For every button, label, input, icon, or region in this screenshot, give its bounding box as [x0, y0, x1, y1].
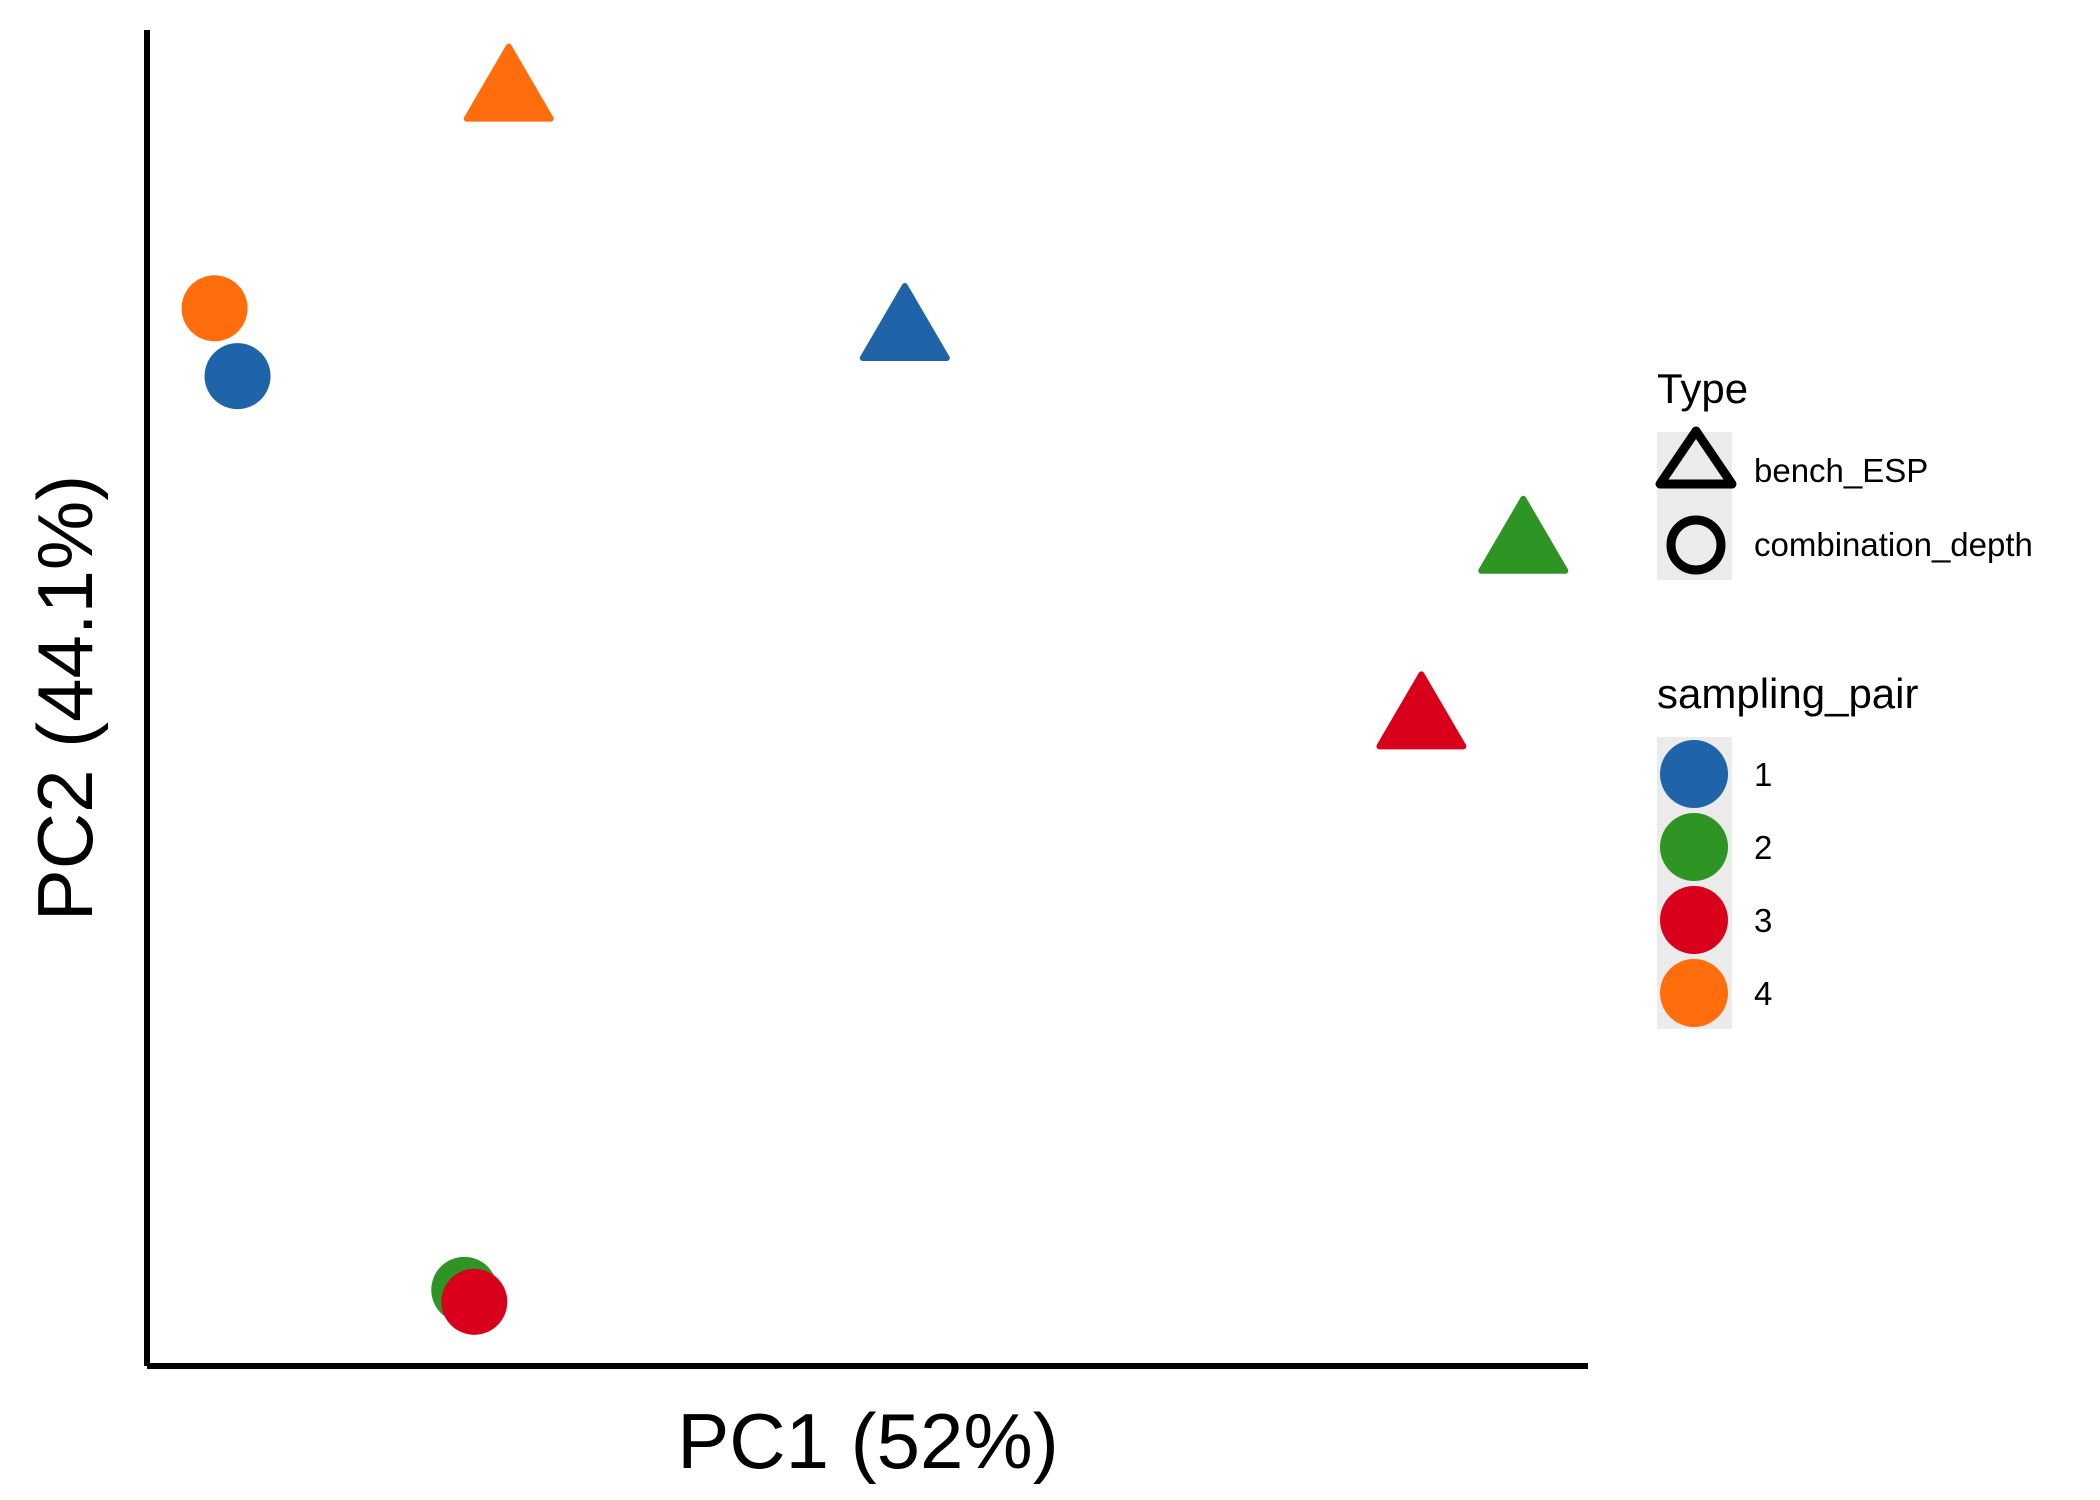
legend-sampling-pair-label-4: 4 [1754, 975, 1772, 1012]
data-point-combination-depth-pair-4 [181, 275, 248, 342]
legend-type-key-1 [1655, 426, 1737, 489]
x-axis-title: PC1 (52%) [677, 1397, 1058, 1485]
legend-swatch-2 [1660, 813, 1728, 881]
legend-sampling-pair-title: sampling_pair [1657, 670, 1918, 717]
data-point-bench-ESP-pair-1 [859, 283, 950, 361]
legend-type-key-2 [1666, 515, 1726, 575]
legend-sampling-pair: sampling_pair 1 2 3 4 [1657, 670, 1918, 1029]
data-point-combination-depth-pair-3 [441, 1268, 508, 1335]
legend-swatch-3 [1660, 886, 1728, 954]
circle-icon [1666, 515, 1726, 575]
legend-sampling-pair-label-2: 2 [1754, 829, 1772, 866]
points-layer [181, 43, 1569, 1335]
legend-type-label-1: bench_ESP [1754, 452, 1928, 489]
legend-type-title: Type [1657, 365, 1748, 412]
data-point-combination-depth-pair-1 [204, 343, 271, 410]
data-point-bench-ESP-pair-2 [1478, 495, 1569, 574]
triangle-icon [1655, 426, 1737, 489]
legend-swatch-4 [1660, 959, 1728, 1027]
legend-swatch-1 [1660, 740, 1728, 808]
legend-type: Type bench_ESP combination_depth [1655, 365, 2033, 580]
legend-sampling-pair-label-3: 3 [1754, 902, 1772, 939]
legend-type-label-2: combination_depth [1754, 526, 2033, 563]
legend-sampling-pair-label-1: 1 [1754, 756, 1772, 793]
data-point-bench-ESP-pair-4 [463, 43, 554, 122]
data-point-bench-ESP-pair-3 [1376, 671, 1467, 750]
y-axis-title: PC2 (44.1%) [21, 475, 109, 922]
